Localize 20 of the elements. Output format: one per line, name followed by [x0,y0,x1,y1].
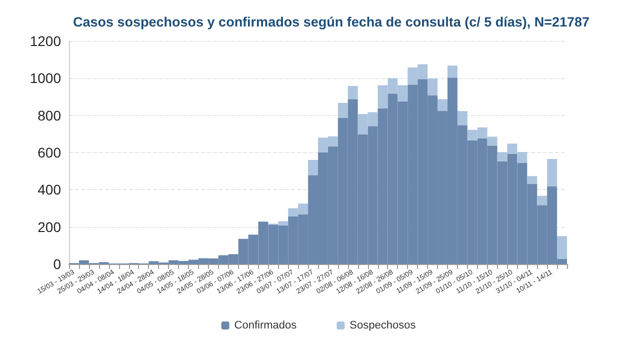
bar [537,196,548,206]
y-tick-label: 600 [38,144,62,160]
bar [457,111,468,126]
legend-label: Confirmados [234,320,298,332]
y-tick-label: 800 [38,107,62,124]
y-tick-label: 1000 [30,70,62,86]
y-tick-label: 200 [38,218,62,235]
legend-label: Sospechosos [350,320,416,332]
bar [348,86,358,100]
y-tick-label: 1200 [30,33,62,49]
y-tick-label: 400 [38,182,62,198]
bar [338,102,348,118]
bar [527,176,538,184]
bar [557,236,567,259]
chart-title: Casos sospechosos y confirmados según fecha de consulta (c/ 5 días), N=21787 [73,14,590,30]
y-tick-label: 0 [53,256,62,272]
bar [438,99,448,112]
bar [447,66,458,78]
bar [308,160,318,176]
bar [547,159,558,187]
